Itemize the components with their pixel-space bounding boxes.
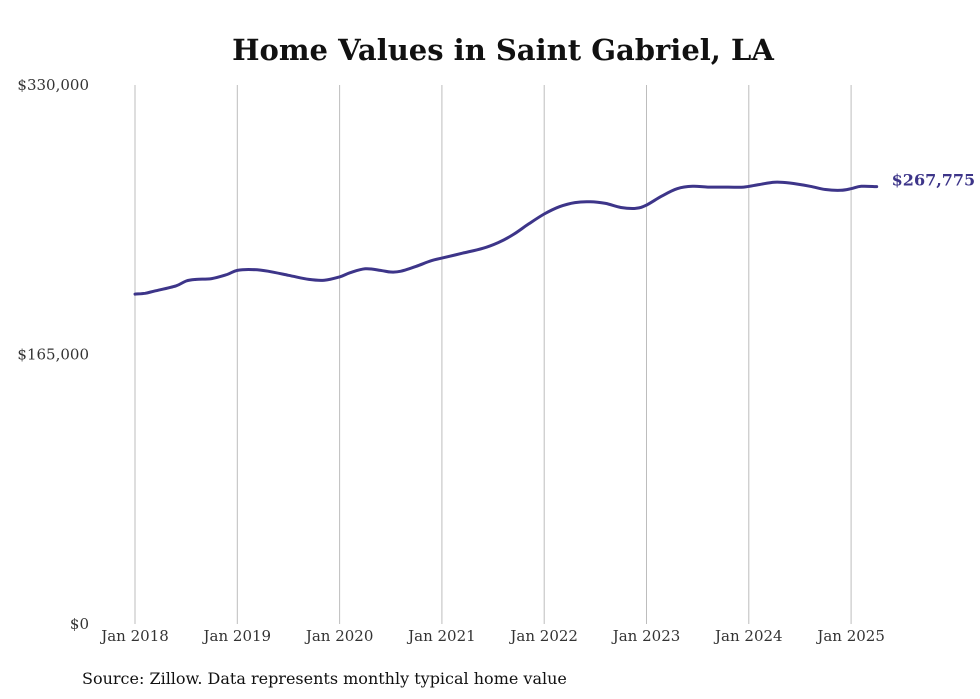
x-tick-label: Jan 2021 bbox=[406, 627, 476, 645]
x-tick-label: Jan 2024 bbox=[713, 627, 783, 645]
y-tick-label: $330,000 bbox=[17, 76, 89, 94]
x-tick-label: Jan 2023 bbox=[611, 627, 681, 645]
x-tick-label: Jan 2022 bbox=[508, 627, 578, 645]
y-axis-ticks: $0 $165,000 $330,000 bbox=[17, 76, 89, 633]
home-value-line bbox=[133, 180, 879, 296]
y-tick-label: $0 bbox=[70, 615, 89, 633]
latest-value-label: $267,775 bbox=[892, 171, 976, 190]
x-tick-label: Jan 2025 bbox=[815, 627, 885, 645]
chart-title: Home Values in Saint Gabriel, LA bbox=[232, 33, 774, 67]
y-tick-label: $165,000 bbox=[17, 346, 89, 364]
x-axis-ticks: Jan 2018 Jan 2019 Jan 2020 Jan 2021 Jan 2022… bbox=[99, 627, 885, 645]
source-note: Source: Zillow. Data represents monthly … bbox=[82, 669, 567, 688]
gridlines bbox=[134, 85, 852, 624]
x-tick-label: Jan 2018 bbox=[99, 627, 169, 645]
x-tick-label: Jan 2019 bbox=[202, 627, 272, 645]
x-tick-label: Jan 2020 bbox=[304, 627, 374, 645]
